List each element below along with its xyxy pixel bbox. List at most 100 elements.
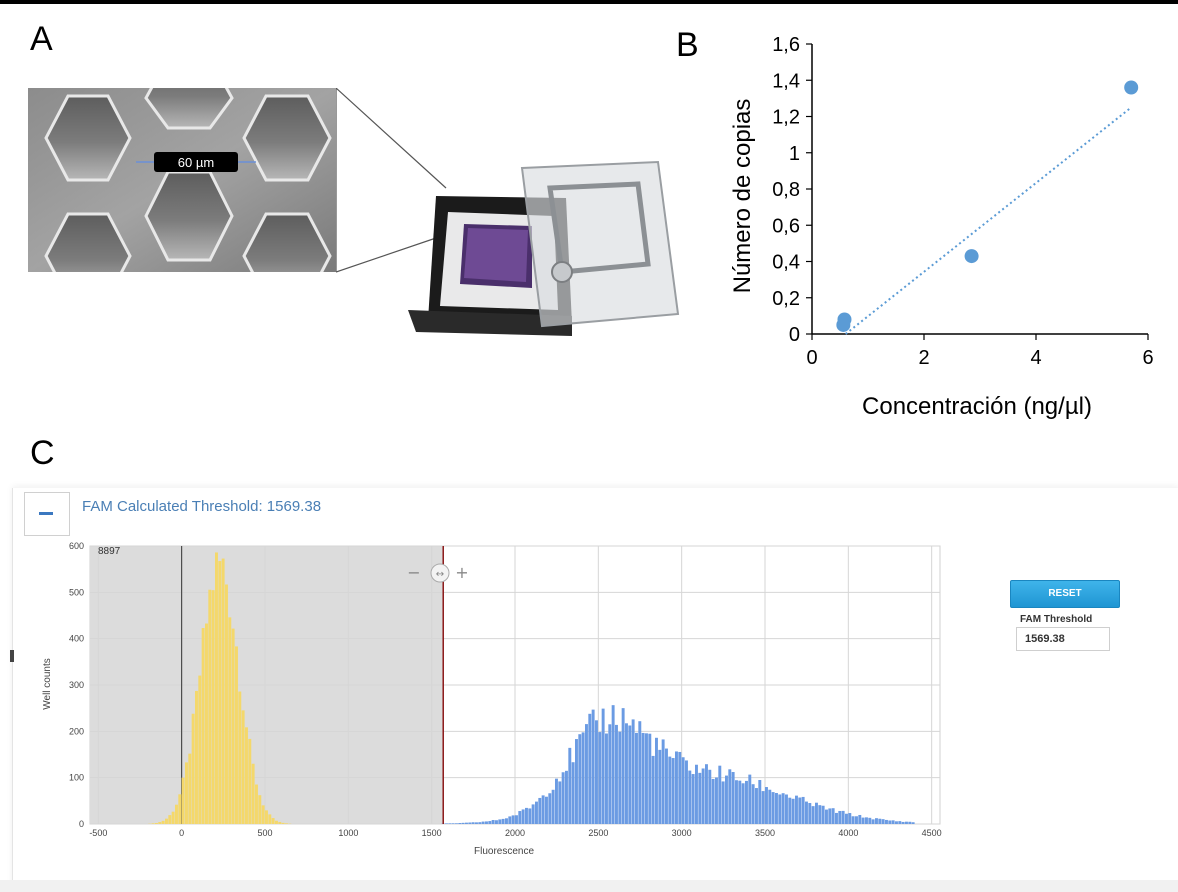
chart-b-x-tick-label: 4 — [1030, 347, 1041, 369]
histogram-bar — [548, 793, 551, 824]
histogram-bar — [662, 739, 665, 824]
histogram-bar — [858, 815, 861, 824]
histogram-bar — [615, 725, 618, 824]
histogram-bar — [775, 793, 778, 824]
histogram-bar — [772, 792, 775, 824]
histogram-bar — [175, 805, 178, 824]
histogram-bar — [608, 724, 611, 824]
histogram-bar — [555, 779, 558, 824]
histogram-bar — [745, 781, 748, 824]
histogram-bar — [792, 799, 795, 824]
histogram-bar — [202, 628, 205, 824]
copies-vs-concentration-chart: 0 2 4 600,20,40,60,811,21,41,6 Concentració… — [690, 28, 1178, 436]
histogram-bar — [905, 822, 908, 824]
histogram-bar — [622, 708, 625, 824]
histogram-bar — [472, 822, 475, 824]
reset-button[interactable]: RESET — [1010, 580, 1120, 608]
histogram-bar — [505, 818, 508, 824]
chip-device-illustration — [336, 88, 706, 358]
histogram-bar — [525, 808, 528, 824]
chart-b-x-tick-label: 2 — [918, 347, 929, 369]
histogram-bar — [668, 757, 671, 824]
histogram-bar — [235, 646, 238, 824]
histogram-bar — [755, 788, 758, 824]
histogram-bar — [762, 791, 765, 824]
histogram-bar — [515, 815, 518, 824]
threshold-input[interactable]: 1569.38 — [1016, 627, 1110, 651]
histogram-bar — [715, 777, 718, 824]
chart-b-y-tick-label: 0,4 — [772, 252, 800, 274]
histogram-bar — [865, 817, 868, 824]
histogram-bar — [518, 811, 521, 824]
histogram-bar — [588, 714, 591, 824]
histogram-bar — [758, 780, 761, 824]
histogram-bar — [228, 617, 231, 824]
histogram-bar — [468, 823, 471, 824]
histogram-y-tick-label: 100 — [69, 773, 84, 783]
histogram-bar — [208, 590, 211, 824]
histogram-bar — [872, 819, 875, 824]
histogram-bar — [198, 676, 201, 824]
histogram-bar — [802, 797, 805, 824]
histogram-bar — [242, 710, 245, 824]
histogram-bar — [825, 810, 828, 824]
histogram-bar — [902, 822, 905, 824]
histogram-bar — [475, 822, 478, 824]
histogram-bar — [748, 775, 751, 824]
histogram-bar — [798, 798, 801, 824]
histogram-bar — [215, 552, 218, 824]
histogram-bar — [262, 805, 265, 824]
horizontal-scrollbar[interactable] — [0, 880, 1178, 892]
histogram-bar — [492, 820, 495, 824]
histogram-y-tick-label: 200 — [69, 726, 84, 736]
histogram-bar — [835, 813, 838, 824]
histogram-bar — [712, 779, 715, 824]
collapse-button[interactable] — [24, 492, 70, 536]
histogram-bar — [898, 821, 901, 824]
chart-b-y-tick-label: 0,8 — [772, 179, 800, 201]
threshold-header: FAM Calculated Threshold: 1569.38 — [82, 498, 321, 515]
histogram-bar — [282, 823, 285, 824]
well-total-count: 8897 — [98, 546, 121, 557]
chart-b-point — [1124, 81, 1138, 95]
histogram-bar — [642, 733, 645, 824]
histogram-bar — [168, 815, 171, 824]
histogram-bar — [672, 758, 675, 824]
histogram-bar — [892, 820, 895, 824]
histogram-bar — [268, 814, 271, 824]
histogram-bar — [482, 822, 485, 824]
histogram-bar — [222, 559, 225, 824]
histogram-bar — [778, 794, 781, 824]
histogram-bar — [765, 787, 768, 824]
histogram-bar — [598, 732, 601, 824]
histogram-bar — [732, 772, 735, 824]
chart-b-y-axis-label: Número de copias — [729, 99, 756, 294]
sem-micrograph: 60 µm — [28, 88, 336, 272]
chart-b-tick-labels: 0 2 4 6 0 0,2 0,4 0,6 0,8 1 1,2 1,4 1,6 — [772, 34, 1153, 369]
histogram-bar — [795, 796, 798, 824]
chart-b-x-tick-label: 6 — [1142, 347, 1153, 369]
histogram-bar — [452, 823, 455, 824]
histogram-bar — [845, 814, 848, 824]
histogram-bar — [532, 804, 535, 824]
histogram-bar — [882, 819, 885, 824]
histogram-bar — [635, 733, 638, 824]
histogram-bar — [702, 768, 705, 824]
histogram-bar — [278, 822, 281, 824]
resize-handle[interactable] — [10, 650, 14, 662]
histogram-bar — [542, 795, 545, 824]
histogram-bar — [725, 776, 728, 824]
panel-label-c: C — [30, 436, 55, 470]
histogram-bar — [182, 778, 185, 824]
histogram-bar — [785, 795, 788, 824]
histogram-bar — [718, 766, 721, 824]
histogram-bar — [498, 819, 501, 824]
histogram-bar — [275, 821, 278, 824]
histogram-bar — [782, 793, 785, 824]
histogram-x-tick-label: 4500 — [922, 828, 942, 838]
histogram-bar — [535, 802, 538, 824]
histogram-bar — [455, 823, 458, 824]
histogram-bar — [885, 820, 888, 824]
histogram-bar — [868, 818, 871, 824]
histogram-bar — [708, 770, 711, 824]
